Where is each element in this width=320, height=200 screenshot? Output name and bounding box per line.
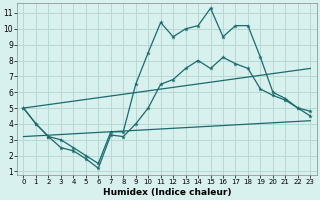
X-axis label: Humidex (Indice chaleur): Humidex (Indice chaleur) — [103, 188, 231, 197]
